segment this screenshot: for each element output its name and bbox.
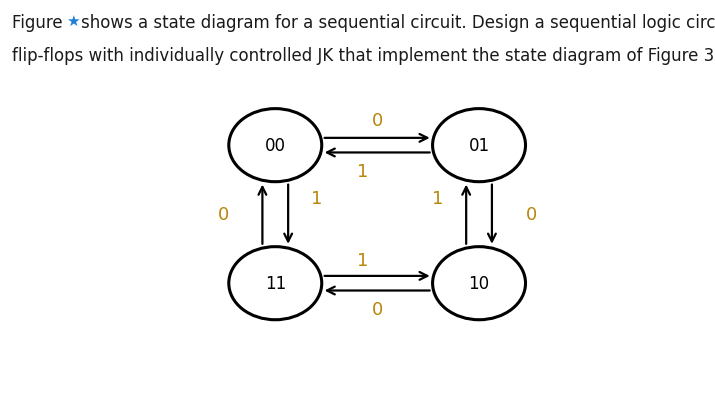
Text: 1: 1 <box>358 162 368 180</box>
Text: 01: 01 <box>468 137 490 155</box>
Text: 10: 10 <box>468 275 490 292</box>
Text: flip-flops with individually controlled JK that implement the state diagram of F: flip-flops with individually controlled … <box>12 47 715 64</box>
Text: shows a state diagram for a sequential circuit. Design a sequential logic circui: shows a state diagram for a sequential c… <box>81 14 715 32</box>
Text: Figure: Figure <box>12 14 68 32</box>
Text: 0: 0 <box>526 206 537 224</box>
Text: 11: 11 <box>265 275 286 292</box>
Text: 1: 1 <box>358 251 368 269</box>
Text: 1: 1 <box>311 190 322 207</box>
Text: 1: 1 <box>432 190 443 207</box>
Text: 0: 0 <box>372 111 383 129</box>
Text: 0: 0 <box>372 300 383 318</box>
Text: 00: 00 <box>265 137 286 155</box>
Text: ★: ★ <box>66 14 80 29</box>
Text: 0: 0 <box>217 206 229 224</box>
